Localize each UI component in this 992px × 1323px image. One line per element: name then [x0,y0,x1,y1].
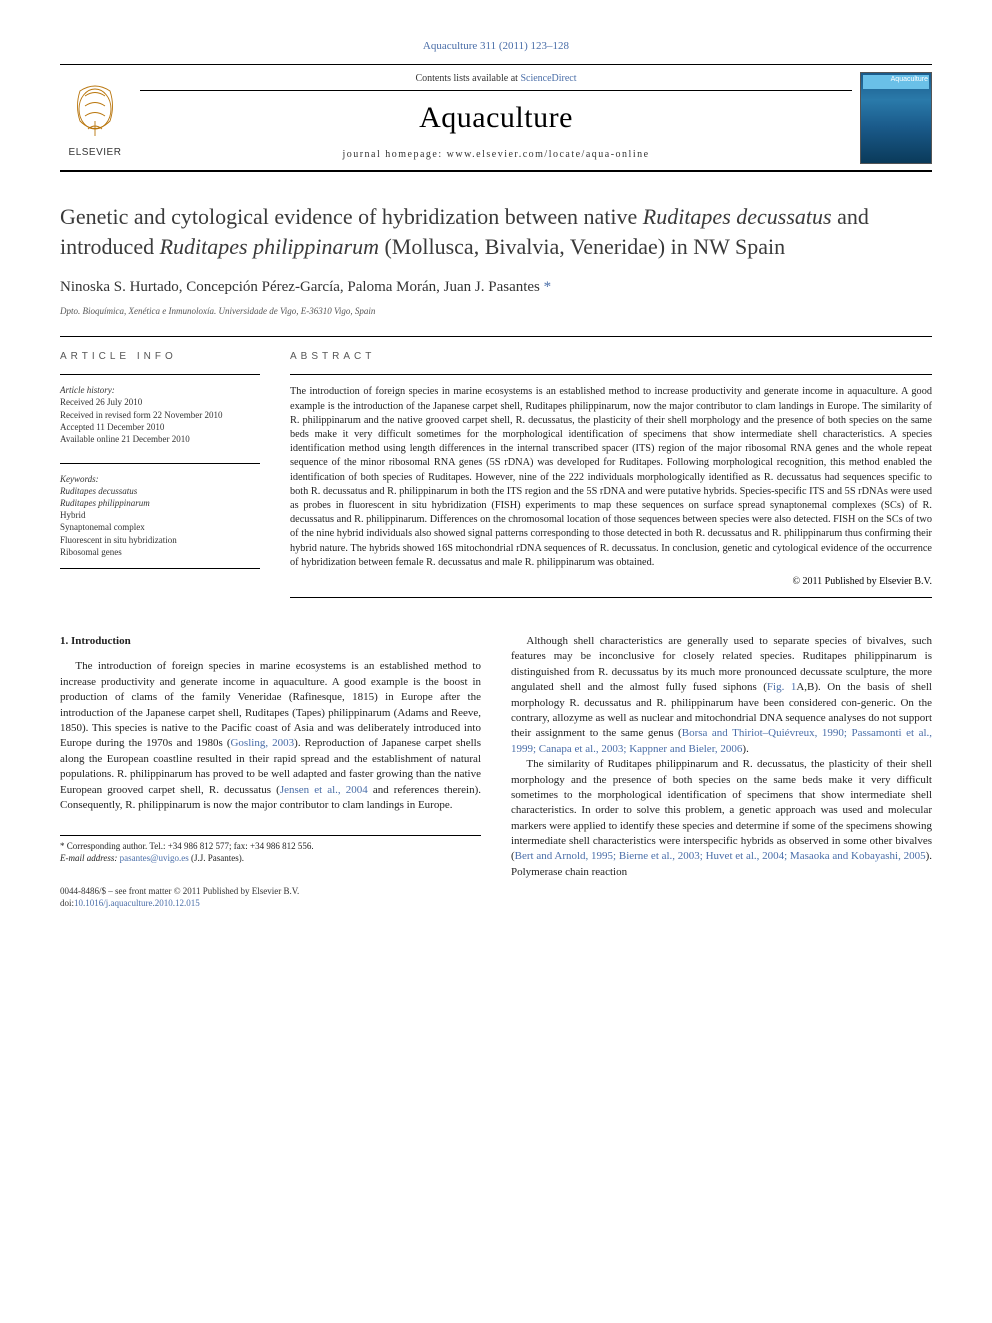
body-paragraph: The introduction of foreign species in m… [60,659,481,813]
body-columns: 1. Introduction The introduction of fore… [60,634,932,909]
journal-header-center: Contents lists available at ScienceDirec… [140,65,852,170]
citation-link[interactable]: Gosling, 2003 [230,737,294,749]
keyword-item: Fluorescent in situ hybridization [60,534,260,546]
front-matter-line: 0044-8486/$ – see front matter © 2011 Pu… [60,885,481,897]
corr-email-line: E-mail address: pasantes@uvigo.es (J.J. … [60,852,481,864]
keywords-title: Keywords: [60,474,260,484]
journal-name: Aquaculture [140,101,852,135]
body-text: The similarity of Ruditapes philippinaru… [511,758,932,862]
keyword-item: Ribosomal genes [60,546,260,558]
email-label: E-mail address: [60,853,117,863]
article-info-heading: ARTICLE INFO [60,351,260,362]
svg-text:ELSEVIER: ELSEVIER [69,147,122,158]
journal-header: ELSEVIER Contents lists available at Sci… [60,64,932,172]
abstract-wrap: The introduction of foreign species in m… [290,374,932,598]
keyword-item: Synaptonemal complex [60,521,260,533]
elsevier-logo: ELSEVIER [60,81,130,164]
sciencedirect-link[interactable]: ScienceDirect [520,73,576,84]
section-heading: 1. Introduction [60,634,481,649]
history-revised: Received in revised form 22 November 201… [60,409,260,421]
abstract-copyright: © 2011 Published by Elsevier B.V. [290,576,932,587]
article-info-column: ARTICLE INFO Article history: Received 2… [60,337,260,598]
keyword-item: Hybrid [60,509,260,521]
abstract-column: ABSTRACT The introduction of foreign spe… [290,337,932,598]
authors-text: Ninoska S. Hurtado, Concepción Pérez-Gar… [60,279,540,295]
corr-author-line: * Corresponding author. Tel.: +34 986 81… [60,840,481,852]
keyword-item: Ruditapes philippinarum [60,497,260,509]
article-history-block: Article history: Received 26 July 2010 R… [60,374,260,445]
body-paragraph: The similarity of Ruditapes philippinaru… [511,757,932,880]
citation-link[interactable]: Jensen et al., 2004 [280,784,368,796]
footer-copyright: 0044-8486/$ – see front matter © 2011 Pu… [60,885,481,909]
doi-link[interactable]: 10.1016/j.aquaculture.2010.12.015 [74,898,200,908]
publisher-logo-cell: ELSEVIER [60,65,140,170]
abstract-text: The introduction of foreign species in m… [290,385,932,570]
journal-cover-cell: Aquaculture [852,65,932,170]
article-title: Genetic and cytological evidence of hybr… [60,202,932,261]
journal-homepage: journal homepage: www.elsevier.com/locat… [140,149,852,160]
keyword-item: Ruditapes decussatus [60,485,260,497]
corresponding-mark: * [544,279,552,295]
history-title: Article history: [60,385,260,395]
author-list: Ninoska S. Hurtado, Concepción Pérez-Gar… [60,279,932,296]
cover-thumb-title: Aquaculture [891,76,928,83]
citation-link[interactable]: Bert and Arnold, 1995; Bierne et al., 20… [515,850,926,862]
affiliation: Dpto. Bioquímica, Xenética e Inmunoloxía… [60,306,932,316]
journal-reference: Aquaculture 311 (2011) 123–128 [60,40,932,52]
email-name: (J.J. Pasantes). [191,853,244,863]
doi-line: doi:10.1016/j.aquaculture.2010.12.015 [60,897,481,909]
journal-cover-thumbnail: Aquaculture [860,72,932,164]
contents-list-line: Contents lists available at ScienceDirec… [140,73,852,91]
history-received: Received 26 July 2010 [60,396,260,408]
keywords-block: Keywords: Ruditapes decussatus Ruditapes… [60,463,260,569]
section-title: Introduction [71,635,131,647]
history-accepted: Accepted 11 December 2010 [60,421,260,433]
meta-row: ARTICLE INFO Article history: Received 2… [60,337,932,598]
email-link[interactable]: pasantes@uvigo.es [120,853,189,863]
body-column-left: 1. Introduction The introduction of fore… [60,634,481,909]
section-number: 1. [60,635,68,647]
body-text: ). [742,743,748,755]
history-online: Available online 21 December 2010 [60,433,260,445]
corresponding-footnote: * Corresponding author. Tel.: +34 986 81… [60,835,481,864]
body-paragraph: Although shell characteristics are gener… [511,634,932,757]
contents-prefix: Contents lists available at [415,73,520,84]
body-column-right: Although shell characteristics are gener… [511,634,932,909]
figure-link[interactable]: Fig. 1 [767,681,796,693]
abstract-heading: ABSTRACT [290,351,932,362]
